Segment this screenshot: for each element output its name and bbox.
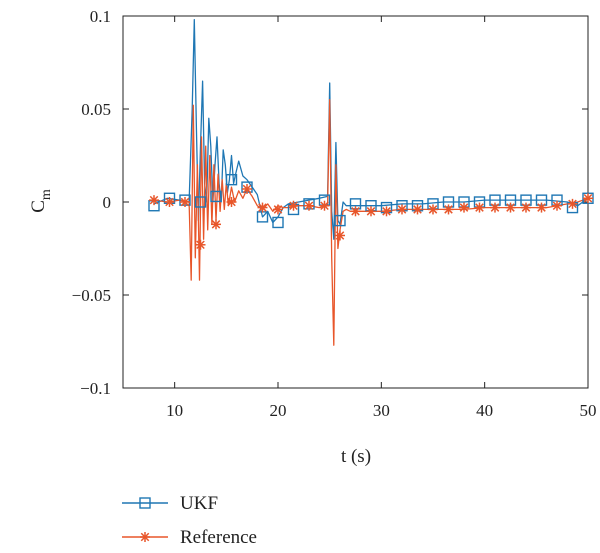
y-tick-label: 0.1 (90, 7, 111, 26)
y-tick-label: −0.1 (80, 379, 111, 398)
marker-reference (443, 204, 454, 215)
series-markers (148, 173, 594, 250)
marker-reference (521, 202, 531, 213)
legend-label: UKF (180, 493, 218, 514)
marker-ukf (334, 214, 346, 227)
x-tick-label: 20 (270, 401, 287, 420)
marker-reference (226, 197, 237, 207)
marker-reference (180, 197, 190, 207)
marker-reference (474, 202, 485, 213)
marker-reference (490, 202, 500, 213)
x-axis-label: t (s) (341, 446, 371, 467)
marker-reference (335, 230, 345, 241)
marker-reference (536, 202, 547, 213)
y-axis-label-main: C (28, 200, 49, 213)
marker-reference (366, 206, 376, 217)
marker-reference (288, 200, 299, 211)
tick-labels: 10 20 30 40 50 −0.1 −0.05 0 0.05 0.1 (72, 7, 597, 420)
legend-marker-ukf (139, 497, 151, 509)
y-tick-label: 0.05 (81, 100, 111, 119)
legend: UKF Reference (122, 493, 257, 548)
x-tick-label: 30 (373, 401, 390, 420)
legend-label: Reference (180, 527, 257, 548)
marker-reference (552, 200, 562, 211)
y-tick-label: 0 (103, 193, 112, 212)
series-line-reference (153, 99, 589, 346)
series-line-ukf (153, 19, 589, 240)
marker-reference (459, 202, 469, 213)
marker-reference (149, 195, 159, 206)
marker-reference (319, 200, 330, 211)
marker-reference (567, 198, 578, 209)
x-tick-label: 40 (476, 401, 493, 420)
marker-reference (242, 183, 252, 194)
marker-reference (273, 204, 283, 215)
axis-ticks (123, 15, 589, 389)
marker-reference (428, 204, 438, 215)
marker-reference (583, 193, 593, 204)
marker-reference (505, 202, 516, 213)
series-lines (153, 19, 589, 346)
marker-reference (211, 219, 221, 230)
marker-ukf (225, 173, 238, 186)
marker-reference (257, 202, 268, 213)
marker-ukf (194, 196, 207, 208)
y-axis-label: Cm (28, 189, 54, 213)
marker-ukf (272, 216, 284, 229)
marker-reference (381, 206, 392, 217)
x-tick-label: 10 (166, 401, 183, 420)
marker-reference (164, 197, 175, 207)
y-tick-label: −0.05 (72, 286, 111, 305)
marker-reference (412, 204, 423, 215)
legend-item-reference: Reference (122, 527, 257, 548)
marker-reference (304, 200, 314, 211)
legend-marker-reference (140, 532, 150, 542)
y-axis-label-subscript: m (39, 189, 54, 200)
marker-reference (350, 206, 361, 217)
svg-text:Cm: Cm (28, 189, 54, 213)
marker-ukf (210, 190, 222, 203)
marker-reference (397, 204, 407, 215)
x-tick-label: 50 (580, 401, 597, 420)
marker-reference (195, 239, 206, 250)
legend-item-ukf: UKF (122, 493, 218, 514)
